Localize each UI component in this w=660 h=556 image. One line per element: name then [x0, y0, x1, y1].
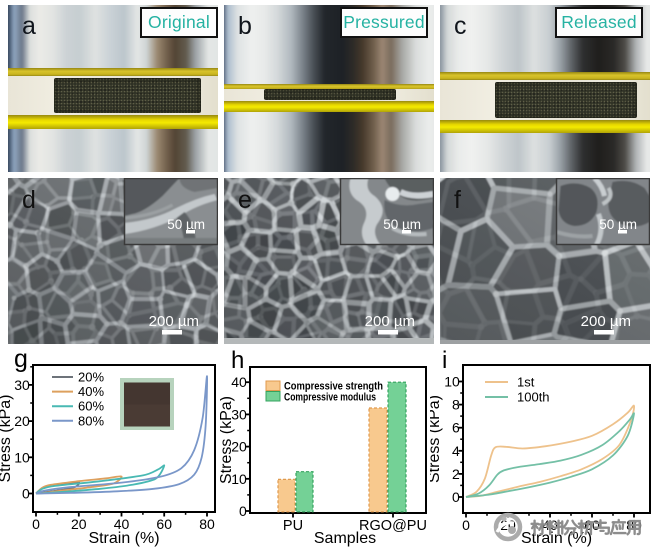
svg-text:10: 10 — [444, 374, 460, 390]
svg-text:50 µm: 50 µm — [383, 217, 421, 232]
svg-text:200 µm: 200 µm — [581, 313, 631, 330]
svg-text:i: i — [442, 347, 447, 374]
svg-text:Strain (%): Strain (%) — [521, 530, 592, 547]
svg-text:50 µm: 50 µm — [167, 217, 205, 232]
svg-text:20: 20 — [231, 439, 247, 455]
svg-text:80: 80 — [199, 516, 215, 532]
svg-text:8: 8 — [452, 397, 460, 413]
svg-text:60: 60 — [156, 516, 172, 532]
svg-text:30: 30 — [14, 377, 30, 393]
svg-text:0: 0 — [462, 517, 470, 533]
svg-text:200 µm: 200 µm — [149, 313, 199, 330]
svg-text:Stress (kPa): Stress (kPa) — [430, 395, 443, 483]
svg-text:PU: PU — [283, 518, 303, 534]
svg-text:Strain (%): Strain (%) — [88, 530, 159, 547]
svg-text:40: 40 — [114, 516, 130, 532]
svg-text:100th: 100th — [517, 390, 550, 405]
svg-text:4: 4 — [452, 443, 460, 459]
svg-text:Compressive strength: Compressive strength — [284, 381, 383, 393]
svg-text:80%: 80% — [78, 413, 104, 428]
svg-text:6: 6 — [452, 420, 460, 436]
svg-text:1st: 1st — [517, 375, 535, 390]
svg-text:Compressive modulus: Compressive modulus — [284, 392, 376, 404]
svg-text:h: h — [231, 347, 244, 374]
svg-text:Samples: Samples — [314, 530, 376, 547]
svg-text:20: 20 — [14, 413, 30, 429]
svg-text:d: d — [22, 186, 36, 214]
svg-text:200 µm: 200 µm — [365, 313, 415, 330]
svg-text:f: f — [454, 186, 461, 214]
svg-text:40: 40 — [231, 374, 247, 390]
svg-text:0: 0 — [22, 486, 30, 502]
svg-text:0: 0 — [32, 516, 40, 532]
svg-text:20%: 20% — [78, 370, 104, 385]
svg-text:60%: 60% — [78, 399, 104, 414]
svg-text:0: 0 — [452, 489, 460, 505]
svg-text:g: g — [14, 345, 28, 373]
svg-text:10: 10 — [231, 471, 247, 487]
svg-text:50 µm: 50 µm — [599, 217, 637, 232]
svg-text:10: 10 — [14, 449, 30, 465]
svg-text:0: 0 — [239, 503, 247, 519]
svg-text:40%: 40% — [78, 384, 104, 399]
svg-text:2: 2 — [452, 466, 460, 482]
svg-text:20: 20 — [71, 516, 87, 532]
svg-text:Stress (kPa): Stress (kPa) — [220, 396, 235, 484]
svg-text:RGO@PU: RGO@PU — [359, 518, 427, 534]
svg-text:e: e — [238, 186, 252, 214]
svg-text:Stress (kPa): Stress (kPa) — [0, 394, 14, 482]
svg-text:30: 30 — [231, 406, 247, 422]
